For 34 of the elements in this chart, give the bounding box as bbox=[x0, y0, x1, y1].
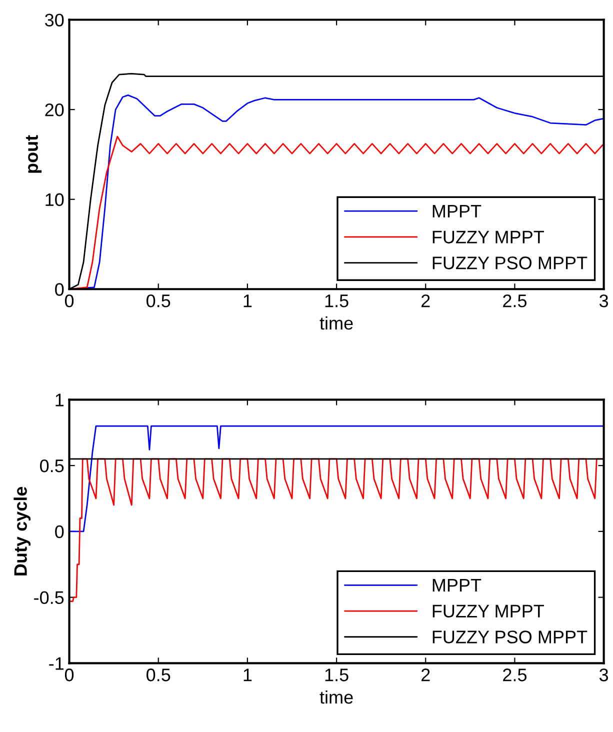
x-tick-label: 3 bbox=[599, 668, 608, 682]
y-axis-title: pout bbox=[26, 135, 42, 173]
y-tick-label: -1 bbox=[49, 657, 64, 670]
y-tick-label: 0 bbox=[55, 283, 64, 296]
x-tick-label: 2.5 bbox=[503, 294, 527, 308]
x-tick-label: 1.5 bbox=[325, 668, 348, 682]
x-tick-label: 3 bbox=[599, 294, 608, 308]
legend-label: MPPT bbox=[432, 205, 482, 218]
legend-label: FUZZY MPPT bbox=[432, 230, 544, 244]
y-tick-label: 1 bbox=[56, 394, 64, 406]
x-tick-label: 1 bbox=[244, 668, 252, 682]
legend-label: FUZZY PSO MPPT bbox=[432, 630, 588, 644]
x-tick-label: 1 bbox=[244, 294, 252, 308]
legend-label: FUZZY MPPT bbox=[432, 604, 544, 618]
x-axis-title: time bbox=[320, 690, 353, 704]
x-tick-label: 0 bbox=[64, 668, 74, 682]
x-tick-label: 2.5 bbox=[503, 668, 527, 682]
y-tick-label: 30 bbox=[45, 14, 64, 26]
line-series bbox=[69, 425, 604, 532]
x-axis-title: time bbox=[320, 316, 353, 330]
legend-label: FUZZY PSO MPPT bbox=[432, 256, 588, 270]
x-tick-label: 2 bbox=[422, 668, 430, 682]
x-tick-label: 0 bbox=[64, 294, 74, 308]
y-tick-label: 0 bbox=[55, 525, 64, 538]
y-tick-label: -0.5 bbox=[34, 591, 64, 604]
y-tick-label: 20 bbox=[45, 103, 64, 116]
legend-label: MPPT bbox=[432, 579, 482, 592]
y-tick-label: 0.5 bbox=[40, 459, 64, 472]
x-tick-label: 1.5 bbox=[325, 294, 348, 308]
x-tick-label: 2 bbox=[422, 294, 430, 308]
y-tick-label: 10 bbox=[46, 193, 64, 206]
x-tick-label: 0.5 bbox=[146, 668, 170, 682]
y-axis-title: Duty cycle bbox=[14, 486, 31, 576]
x-tick-label: 0.5 bbox=[146, 294, 170, 308]
